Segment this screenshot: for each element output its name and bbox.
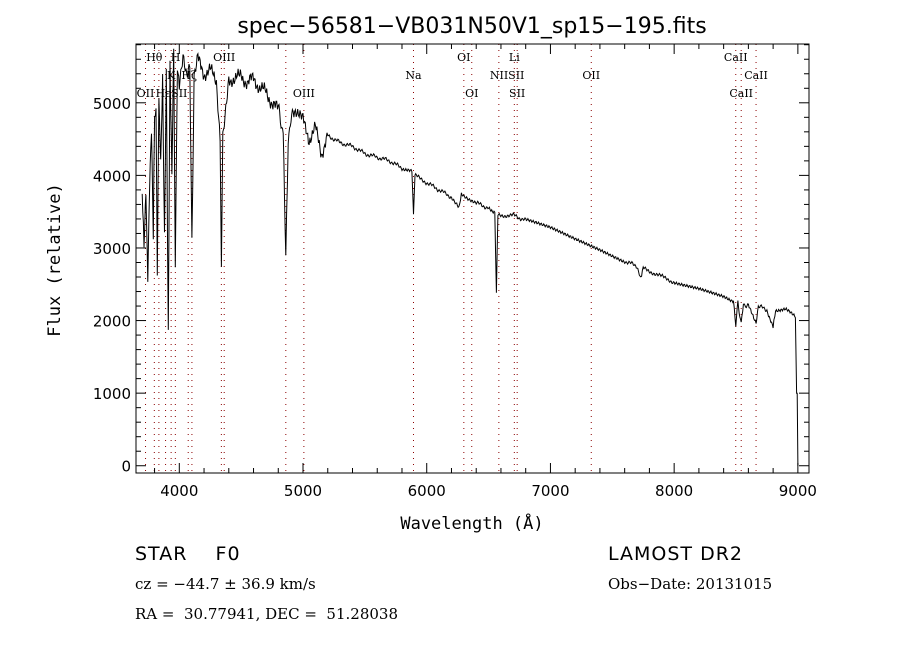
x-tick-label: 4000 bbox=[160, 482, 198, 500]
y-tick-label: 4000 bbox=[93, 167, 131, 185]
object-class: STAR F0 bbox=[135, 543, 241, 565]
chart-title: spec−56581−VB031N50V1_sp15−195.fits bbox=[237, 14, 706, 39]
spectral-line-label: Hε bbox=[156, 87, 172, 100]
spectral-line-label: Hθ bbox=[146, 51, 163, 64]
x-tick-label: 9000 bbox=[779, 482, 817, 500]
spectral-line-label: Hζ bbox=[181, 69, 197, 82]
x-tick-label: 5000 bbox=[284, 482, 322, 500]
spectral-line-label: OIII bbox=[213, 51, 235, 64]
spectral-line-label: OIII bbox=[293, 87, 315, 100]
observation-date: Obs−Date: 20131015 bbox=[608, 575, 773, 593]
spectral-line-label: SII bbox=[171, 87, 187, 100]
spectral-line-label: CaII bbox=[724, 51, 748, 64]
coordinates: RA = 30.77941, DEC = 51.28038 bbox=[135, 605, 399, 623]
spectral-line-label: OII bbox=[137, 87, 155, 100]
redshift-info: cz = −44.7 ± 36.9 km/s bbox=[135, 575, 316, 593]
plot-frame bbox=[135, 43, 810, 474]
spectral-line-label: CaII bbox=[729, 87, 753, 100]
spectral-line-label: K bbox=[167, 69, 176, 82]
spectral-line-label: OI bbox=[465, 87, 478, 100]
y-tick-label: 0 bbox=[121, 458, 131, 476]
spectral-line-label: OI bbox=[457, 51, 470, 64]
spectral-line-label: NIISII bbox=[490, 69, 525, 82]
spectral-line-label: OII bbox=[582, 69, 600, 82]
y-tick-label: 5000 bbox=[93, 95, 131, 113]
spectral-line-label: Na bbox=[405, 69, 422, 82]
x-tick-label: 7000 bbox=[531, 482, 569, 500]
spectrum-line bbox=[141, 48, 799, 466]
spectral-line-label: Li bbox=[509, 51, 520, 64]
y-tick-label: 3000 bbox=[93, 240, 131, 258]
x-tick-label: 6000 bbox=[408, 482, 446, 500]
spectral-line-label: SII bbox=[509, 87, 525, 100]
y-tick-label: 1000 bbox=[93, 385, 131, 403]
spectral-line-label: H bbox=[171, 51, 181, 64]
survey-name: LAMOST DR2 bbox=[608, 543, 743, 565]
x-tick-label: 8000 bbox=[655, 482, 693, 500]
y-tick-label: 2000 bbox=[93, 313, 131, 331]
y-axis-label: Flux (relative) bbox=[45, 183, 65, 337]
x-axis-label: Wavelength (Å) bbox=[400, 512, 543, 534]
spectral-line-label: CaII bbox=[744, 69, 768, 82]
